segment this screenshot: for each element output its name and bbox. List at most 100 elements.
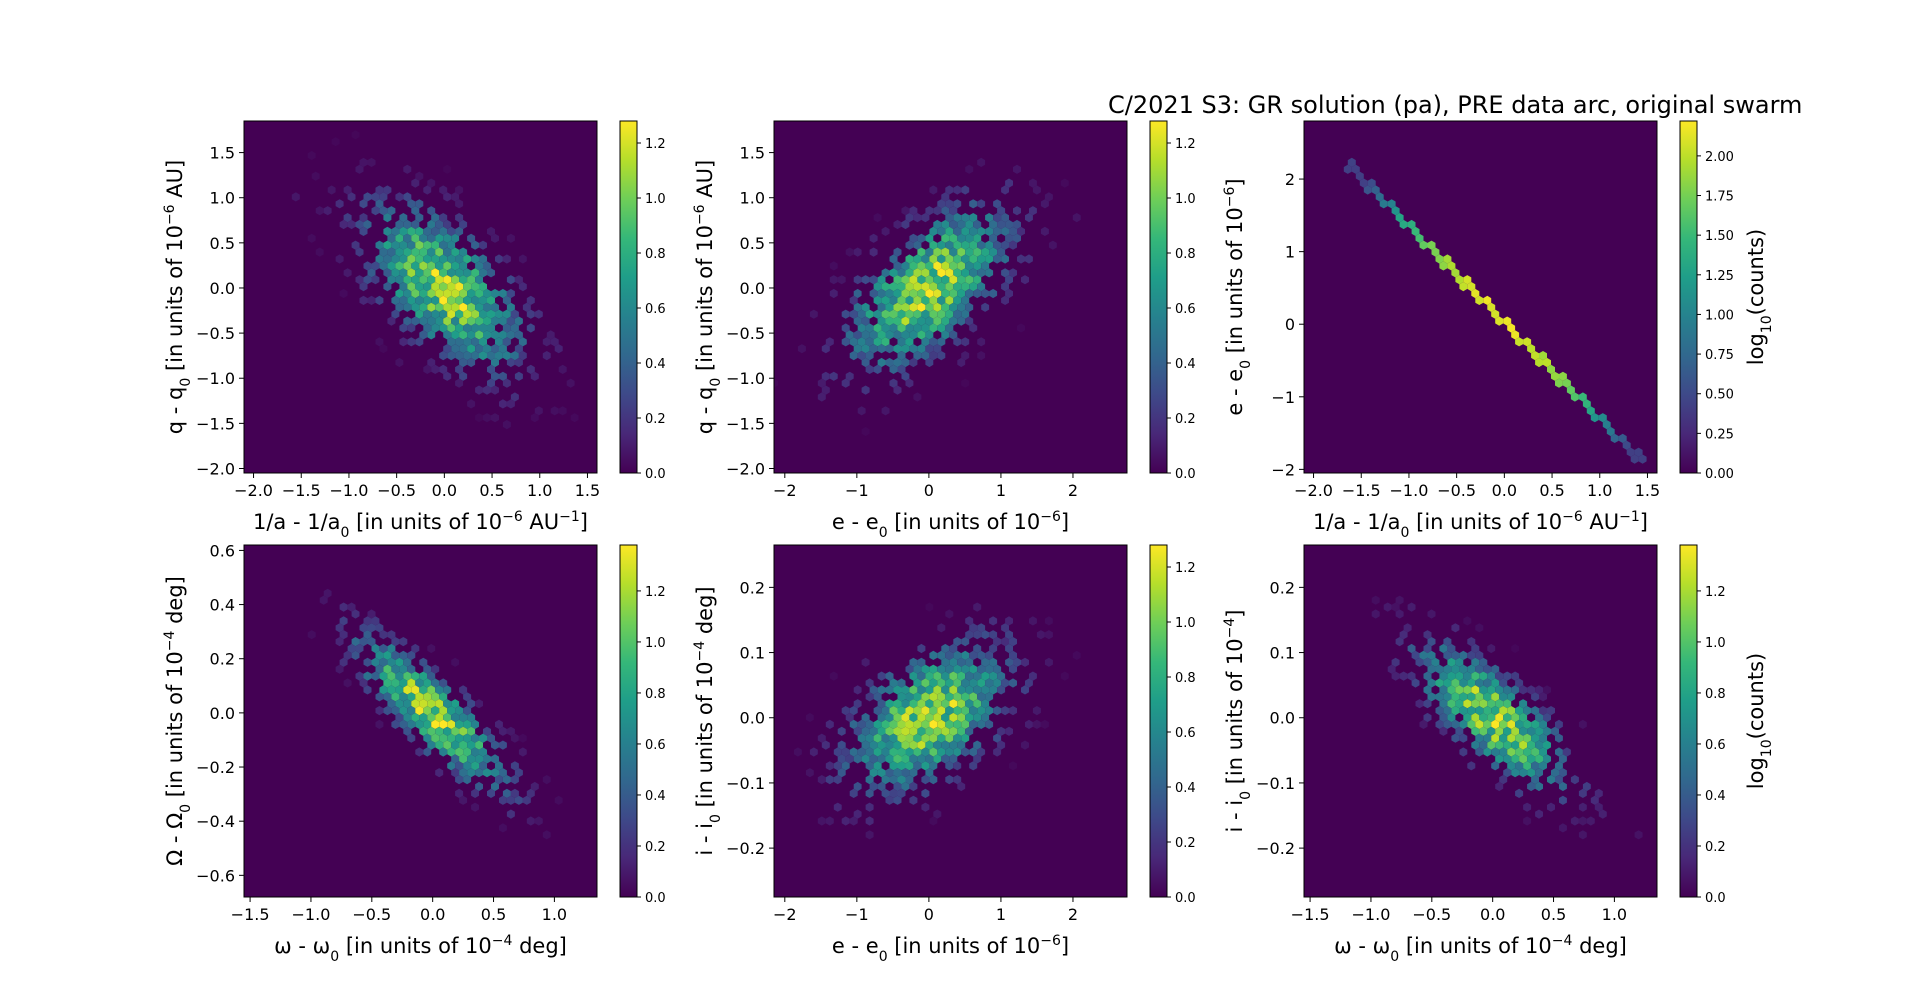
hexbin-cell — [403, 164, 412, 174]
hexbin-cell — [514, 371, 523, 381]
hexbin-cell — [419, 726, 428, 736]
hexbin-cell — [961, 213, 970, 223]
y-tick-label: −2.0 — [726, 459, 765, 478]
hexbin-cell — [929, 282, 938, 292]
hexbin-cell — [949, 316, 958, 326]
hexbin-cell — [431, 268, 440, 278]
hexbin-cell — [965, 699, 974, 709]
hexbin-cell — [447, 282, 456, 292]
hexbin-cell — [471, 719, 479, 729]
hexbin-cell — [973, 261, 982, 271]
hexbin-cell — [1634, 830, 1643, 840]
hexbin-cell — [849, 788, 858, 798]
hexbin-cell — [873, 692, 882, 702]
hexbin-cell — [371, 643, 380, 654]
hexbin-cell — [905, 213, 914, 223]
hexbin-cell — [941, 247, 950, 257]
hexbin-cell — [1531, 775, 1539, 785]
hexbin-cell — [941, 754, 950, 764]
hexbin-cell — [997, 206, 1006, 216]
hexbin-cell — [953, 254, 962, 264]
hexbin-cell — [1032, 185, 1041, 195]
hexbin-cell — [869, 275, 878, 285]
hexbin-cell — [407, 240, 416, 250]
hexbin-cell — [407, 733, 416, 743]
hexbin-cell — [817, 816, 826, 826]
hexbin-cell — [391, 637, 400, 647]
hexbin-cell — [499, 344, 507, 354]
hexbin-cell — [423, 309, 432, 319]
hexbin-cell — [403, 316, 412, 326]
hexbin-cell — [1479, 657, 1488, 667]
hexbin-cell — [1606, 426, 1615, 437]
hexbin-cell — [347, 219, 356, 230]
hexbin-cell — [514, 768, 523, 778]
hexbin-cell — [379, 630, 388, 640]
hexbin-cell — [929, 650, 938, 660]
hexbin-cell — [941, 206, 950, 216]
y-tick-label: 0.6 — [210, 541, 235, 560]
hexbin-cell — [479, 268, 487, 278]
hexbin-cell — [1531, 747, 1539, 757]
hexbin-cell — [1025, 678, 1033, 688]
hexbin-cell — [937, 240, 946, 250]
hexbin-cell — [471, 747, 479, 757]
colorbar-tick-label: 0.4 — [1705, 789, 1726, 804]
hexbin-cell — [459, 357, 468, 368]
colorbar-tick-label: 0.6 — [1175, 302, 1196, 317]
hexbin-cell — [809, 309, 818, 319]
hexbin-cell — [901, 344, 910, 354]
hexbin-cell — [1515, 706, 1524, 716]
y-tick-label: −1.5 — [196, 414, 235, 433]
hexbin-cell — [359, 282, 368, 292]
hexbin-cell — [1347, 157, 1356, 167]
hexbin-cell — [419, 671, 428, 681]
hexbin-cell — [1511, 643, 1520, 654]
hexbin-cell — [459, 344, 468, 354]
hexbin-cell — [435, 219, 444, 230]
hexbin-cell — [534, 816, 543, 826]
hexbin-cell — [861, 316, 870, 326]
hexbin-cell — [455, 733, 464, 743]
hexbin-cell — [917, 685, 926, 695]
hexbin-cell — [311, 171, 320, 181]
hexbin-cell — [969, 213, 978, 223]
hexbin-cell — [1439, 712, 1448, 723]
colorbar-tick-label: 1.0 — [1175, 192, 1196, 207]
hexbin-cell — [1459, 692, 1468, 702]
hexbin-cell — [957, 712, 966, 723]
hexbin-cell — [1455, 699, 1464, 709]
hexbin-cell — [323, 206, 332, 216]
hexbin-cell — [383, 692, 392, 702]
hexbin-cell — [1547, 775, 1555, 785]
hexbin-cell — [1590, 795, 1599, 805]
hexbin-cell — [1547, 706, 1555, 716]
hexbin-cell — [399, 268, 408, 278]
hexbin-cell — [977, 692, 986, 702]
hexbin-cell — [1435, 254, 1444, 264]
x-tick-label: 0.5 — [1541, 905, 1566, 924]
hexbin-cell — [889, 309, 898, 319]
hexbin-cell — [451, 712, 460, 723]
hexbin-cell — [407, 650, 416, 660]
hexbin-cell — [993, 226, 1002, 236]
hexbin-cell — [909, 357, 918, 368]
hexbin-cell — [829, 261, 838, 271]
hexbin-cell — [467, 740, 476, 750]
hexbin-cell — [1060, 178, 1069, 188]
hexbin-cell — [383, 268, 392, 278]
hexbin-cell — [1439, 699, 1448, 709]
hexbin-cell — [981, 671, 990, 681]
hexbin-cell — [885, 671, 894, 681]
hexbin-cell — [953, 295, 962, 305]
colorbar-tick-label: 0.0 — [1705, 891, 1726, 906]
hexbin-cell — [526, 816, 535, 826]
hexbin-cell — [1495, 754, 1504, 764]
hexbin-cell — [833, 802, 842, 812]
hexbin-cell — [877, 768, 886, 778]
hexbin-cell — [1638, 454, 1647, 464]
hexbin-cell — [901, 288, 910, 299]
colorbar-tick-label: 0.0 — [645, 467, 666, 482]
hexbin-cell — [977, 157, 986, 167]
